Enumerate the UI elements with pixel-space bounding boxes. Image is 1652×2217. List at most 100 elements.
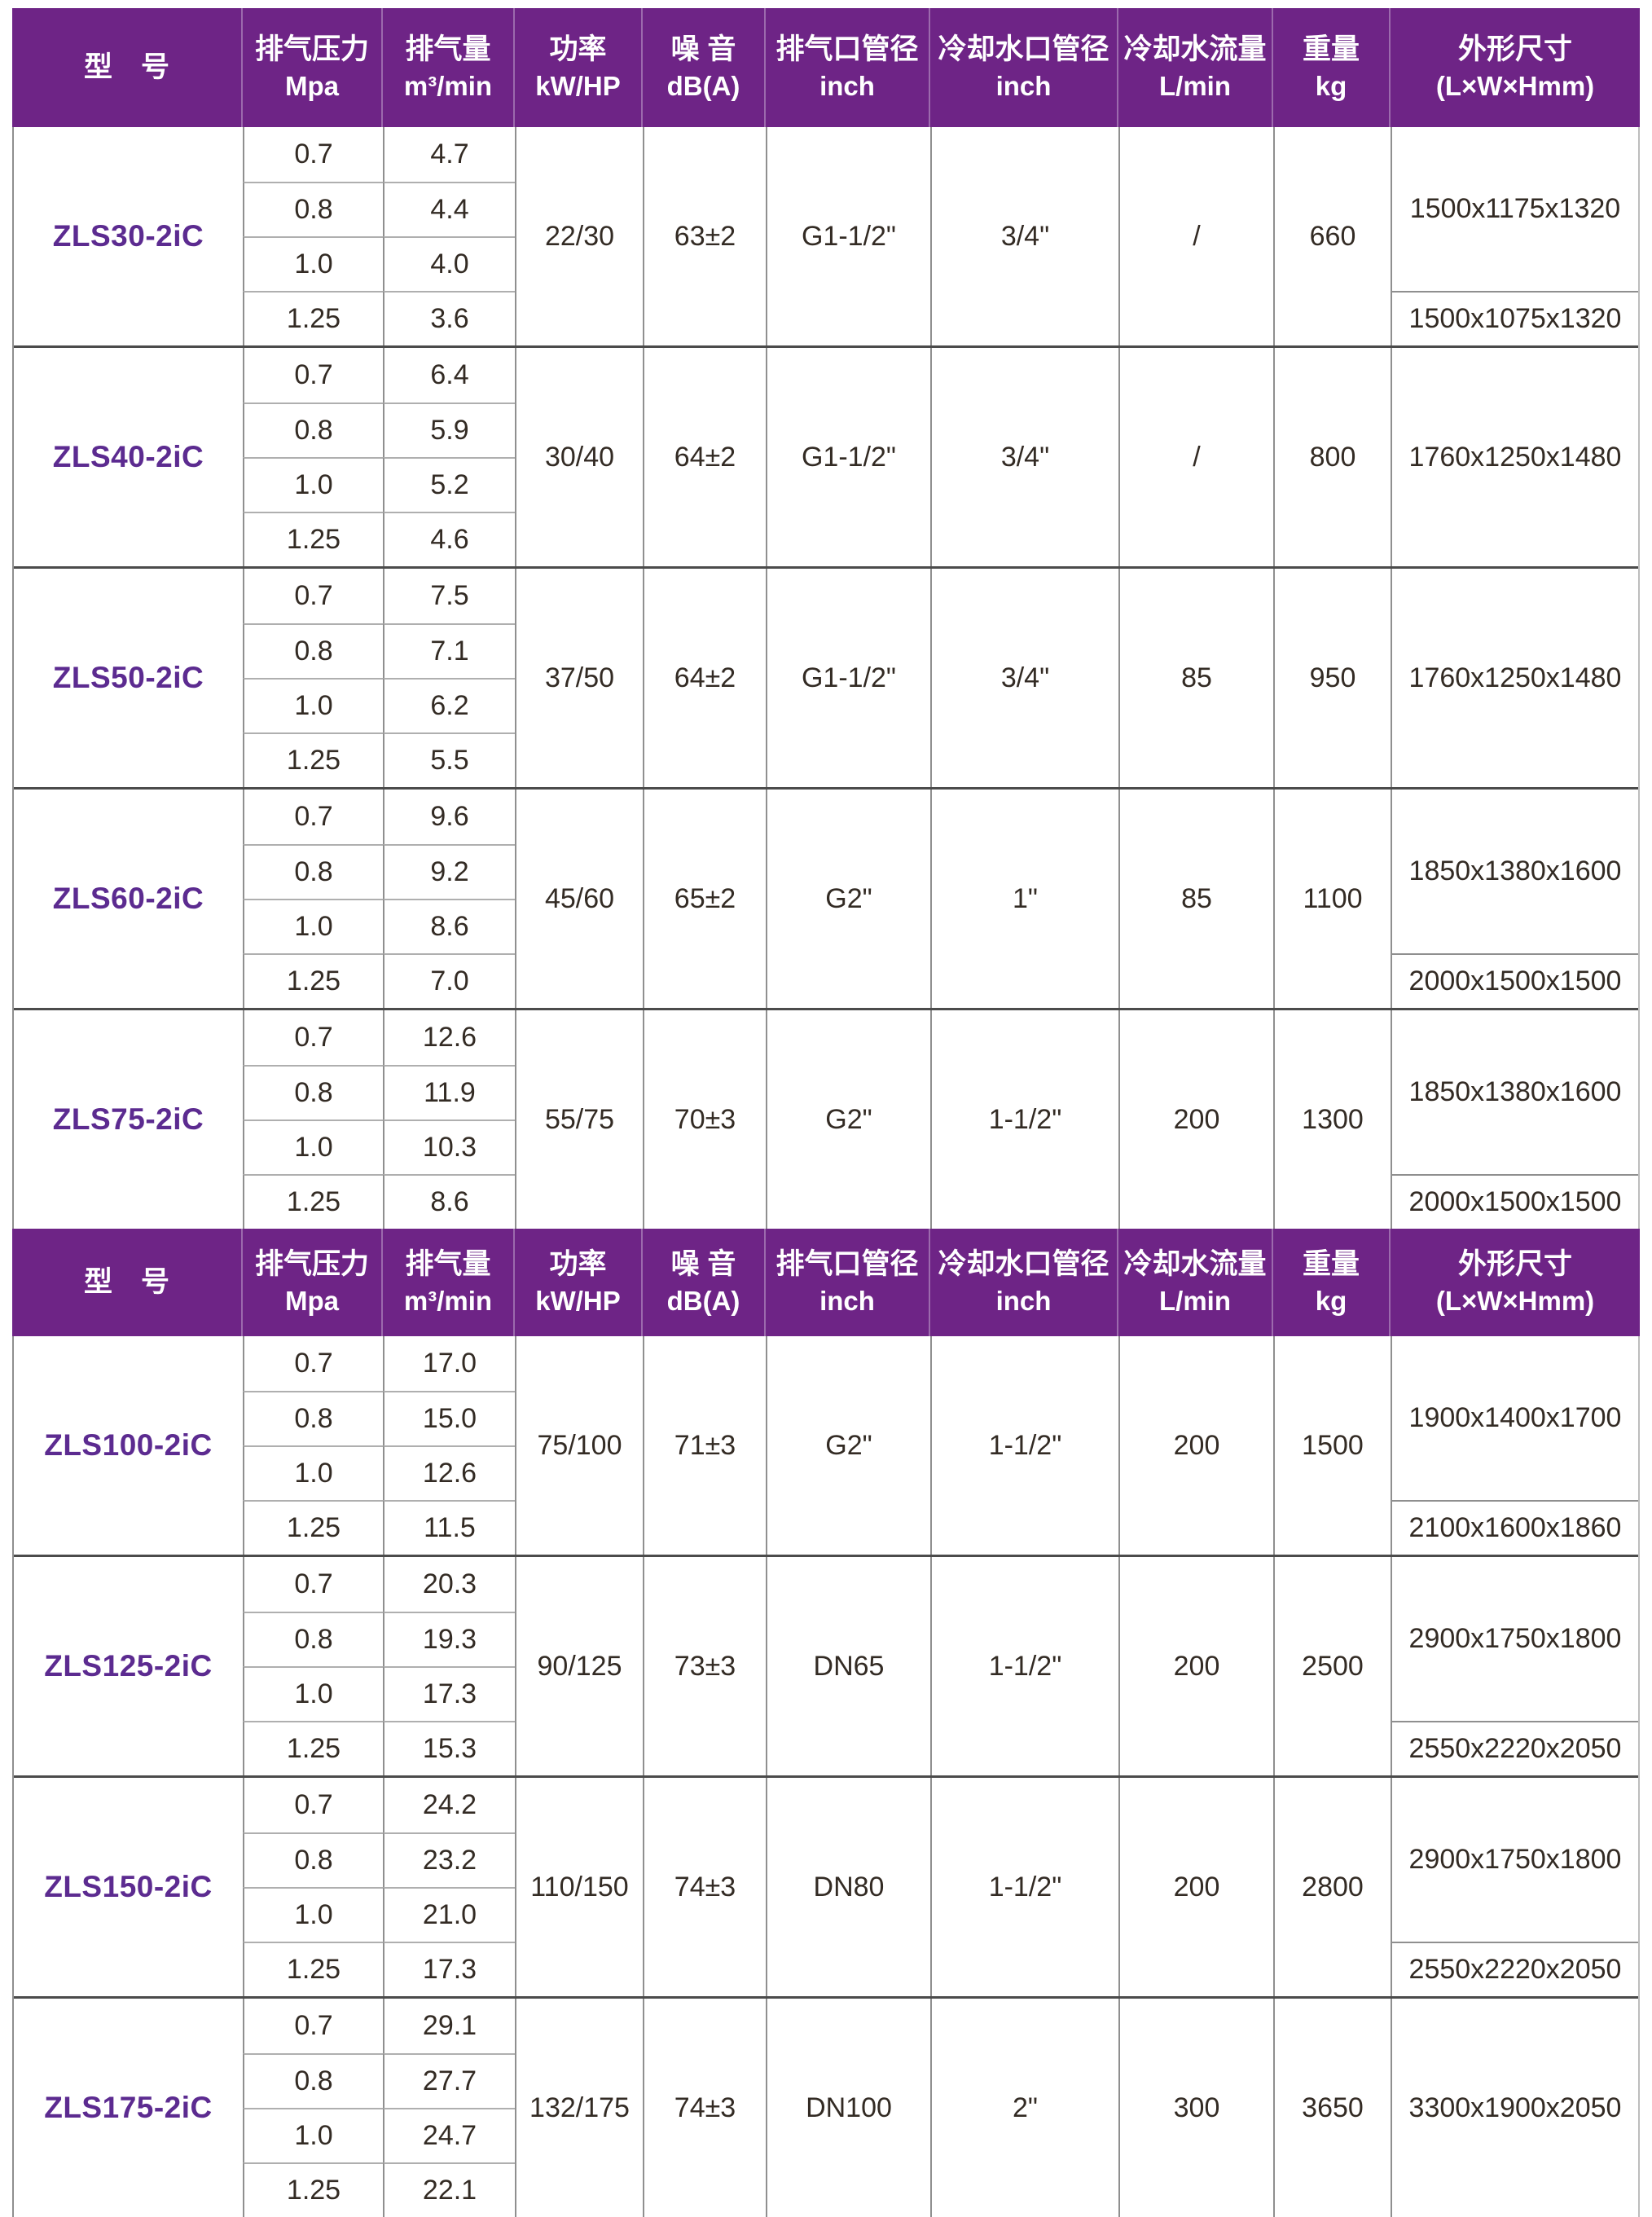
flow-cell: 7.1 (383, 623, 515, 678)
flow-cell: 15.0 (383, 1391, 515, 1445)
cooling-port-cell: 3/4" (930, 348, 1118, 566)
flow-cell: 4.7 (383, 127, 515, 182)
pressure-cell: 0.8 (243, 1391, 383, 1445)
cooling-port-cell: 3/4" (930, 569, 1118, 787)
cooling-flow-cell: 200 (1118, 1778, 1273, 1996)
flow-cell: 12.6 (383, 1445, 515, 1500)
header-power: 功率 kW/HP (513, 8, 641, 127)
cooling-flow-cell: 200 (1118, 1010, 1273, 1229)
power-cell: 22/30 (515, 127, 643, 345)
outlet-cell: DN80 (766, 1778, 930, 1996)
flow-cell: 21.0 (383, 1887, 515, 1942)
header-cooling-flow: 冷却水流量 L/min (1117, 8, 1272, 127)
table-header-row-2: 型 号 排气压力 Mpa 排气量 m³/min 功率 kW/HP 噪 音 dB(A) 排… (12, 1229, 1640, 1336)
pressure-cell: 0.8 (243, 844, 383, 899)
flow-cell: 7.5 (383, 569, 515, 623)
cooling-flow-cell: / (1118, 127, 1273, 345)
pressure-cell: 0.8 (243, 402, 383, 457)
cooling-flow-cell: 85 (1118, 569, 1273, 787)
pressure-cell: 1.0 (243, 1119, 383, 1174)
dimensions-cell: 2000x1500x1500 (1391, 1174, 1638, 1229)
pressure-cell: 1.0 (243, 1887, 383, 1942)
power-cell: 110/150 (515, 1778, 643, 1996)
header-weight: 重量 kg (1272, 1229, 1389, 1336)
pressure-cell: 0.8 (243, 2053, 383, 2108)
flow-cell: 7.0 (383, 953, 515, 1008)
flow-cell: 23.2 (383, 1832, 515, 1887)
header-outlet: 排气口管径 inch (764, 8, 929, 127)
outlet-cell: G2" (766, 1010, 930, 1229)
cooling-port-cell: 1-1/2" (930, 1336, 1118, 1555)
dimensions-cell: 1760x1250x1480 (1391, 569, 1638, 787)
model-name: ZLS30-2iC (52, 219, 204, 253)
model-name: ZLS125-2iC (44, 1649, 213, 1683)
noise-cell: 70±3 (643, 1010, 766, 1229)
flow-cell: 22.1 (383, 2162, 515, 2217)
header-pressure: 排气压力 Mpa (241, 8, 381, 127)
header-cooling-flow: 冷却水流量 L/min (1117, 1229, 1272, 1336)
dimensions-cell: 2900x1750x1800 (1391, 1557, 1638, 1721)
spec-block-zls150: ZLS150-2iC 0.7 0.8 1.0 1.25 24.2 23.2 21… (14, 1775, 1638, 1996)
pressure-cell: 1.25 (243, 953, 383, 1008)
flow-cell: 5.5 (383, 732, 515, 787)
noise-cell: 74±3 (643, 1778, 766, 1996)
pressure-cell: 1.25 (243, 732, 383, 787)
power-cell: 132/175 (515, 1999, 643, 2217)
outlet-cell: G2" (766, 1336, 930, 1555)
weight-cell: 950 (1273, 569, 1391, 787)
cooling-flow-cell: 200 (1118, 1336, 1273, 1555)
dimensions-cell: 1850x1380x1600 (1391, 1010, 1638, 1174)
flow-cell: 4.6 (383, 512, 515, 566)
flow-cell: 9.2 (383, 844, 515, 899)
weight-cell: 2500 (1273, 1557, 1391, 1775)
pressure-cell: 1.25 (243, 1942, 383, 1996)
model-name: ZLS75-2iC (52, 1102, 204, 1136)
pressure-cell: 0.7 (243, 1999, 383, 2053)
flow-cell: 15.3 (383, 1721, 515, 1775)
model-name: ZLS150-2iC (44, 1870, 213, 1903)
dimensions-cell: 2000x1500x1500 (1391, 953, 1638, 1008)
noise-cell: 63±2 (643, 127, 766, 345)
power-cell: 75/100 (515, 1336, 643, 1555)
flow-cell: 6.4 (383, 348, 515, 402)
pressure-cell: 0.7 (243, 1010, 383, 1065)
header-dimensions: 外形尺寸 (L×W×Hmm) (1389, 1229, 1640, 1336)
flow-cell: 17.0 (383, 1336, 515, 1391)
flow-cell: 8.6 (383, 1174, 515, 1229)
header-model: 型 号 (83, 51, 169, 83)
pressure-cell: 0.7 (243, 348, 383, 402)
noise-cell: 64±2 (643, 569, 766, 787)
pressure-cell: 0.8 (243, 1832, 383, 1887)
cooling-flow-cell: / (1118, 348, 1273, 566)
header-weight: 重量 kg (1272, 8, 1389, 127)
flow-cell: 17.3 (383, 1666, 515, 1721)
pressure-cell: 1.0 (243, 899, 383, 953)
dimensions-cell: 2550x2220x2050 (1391, 1721, 1638, 1775)
pressure-cell: 1.0 (243, 2108, 383, 2162)
dimensions-cell: 1760x1250x1480 (1391, 348, 1638, 566)
dimensions-cell: 3300x1900x2050 (1391, 1999, 1638, 2217)
model-name: ZLS175-2iC (44, 2091, 213, 2124)
flow-cell: 24.7 (383, 2108, 515, 2162)
dimensions-cell: 1500x1075x1320 (1391, 291, 1638, 345)
header-dimensions: 外形尺寸 (L×W×Hmm) (1389, 8, 1640, 127)
pressure-cell: 1.25 (243, 2162, 383, 2217)
flow-cell: 9.6 (383, 790, 515, 844)
weight-cell: 3650 (1273, 1999, 1391, 2217)
table-body-section-1: ZLS30-2iC 0.7 0.8 1.0 1.25 4.7 4.4 4.0 3… (12, 127, 1640, 1229)
cooling-port-cell: 1-1/2" (930, 1010, 1118, 1229)
outlet-cell: G1-1/2" (766, 348, 930, 566)
header-noise: 噪 音 dB(A) (641, 8, 764, 127)
dimensions-cell: 1850x1380x1600 (1391, 790, 1638, 953)
spec-block-zls100: ZLS100-2iC 0.7 0.8 1.0 1.25 17.0 15.0 12… (14, 1336, 1638, 1555)
noise-cell: 71±3 (643, 1336, 766, 1555)
spec-block-zls75: ZLS75-2iC 0.7 0.8 1.0 1.25 12.6 11.9 10.… (14, 1008, 1638, 1229)
table-header-row-1: 型 号 排气压力 Mpa 排气量 m³/min 功率 kW/HP 噪 音 dB(A) 排… (12, 8, 1640, 127)
weight-cell: 800 (1273, 348, 1391, 566)
pressure-cell: 0.7 (243, 790, 383, 844)
pressure-cell: 0.7 (243, 1336, 383, 1391)
header-power: 功率 kW/HP (513, 1229, 641, 1336)
dimensions-cell: 2900x1750x1800 (1391, 1778, 1638, 1942)
flow-cell: 11.9 (383, 1065, 515, 1119)
pressure-cell: 0.7 (243, 569, 383, 623)
